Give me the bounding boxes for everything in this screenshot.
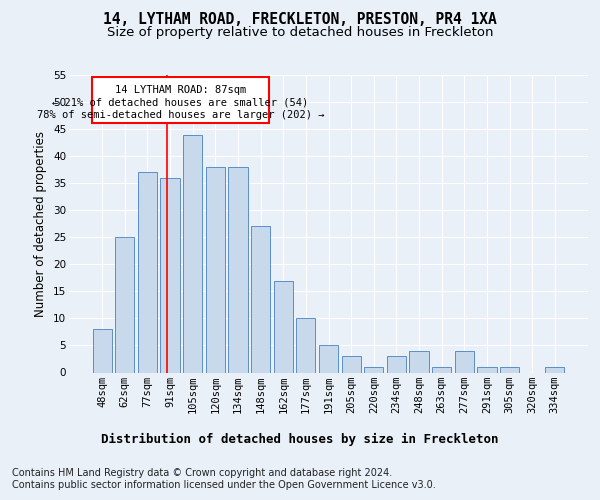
Bar — [319, 346, 338, 372]
Text: 14 LYTHAM ROAD: 87sqm: 14 LYTHAM ROAD: 87sqm — [115, 84, 246, 94]
FancyBboxPatch shape — [92, 76, 269, 122]
Bar — [477, 367, 497, 372]
Text: Contains HM Land Registry data © Crown copyright and database right 2024.: Contains HM Land Registry data © Crown c… — [12, 468, 392, 477]
Bar — [500, 367, 519, 372]
Bar — [138, 172, 157, 372]
Bar — [183, 134, 202, 372]
Bar — [160, 178, 180, 372]
Text: Contains public sector information licensed under the Open Government Licence v3: Contains public sector information licen… — [12, 480, 436, 490]
Text: Distribution of detached houses by size in Freckleton: Distribution of detached houses by size … — [101, 432, 499, 446]
Bar — [432, 367, 451, 372]
Bar — [364, 367, 383, 372]
Bar — [274, 280, 293, 372]
Bar — [229, 167, 248, 372]
Bar — [455, 351, 474, 372]
Bar — [251, 226, 270, 372]
Bar — [296, 318, 316, 372]
Bar — [341, 356, 361, 372]
Bar — [92, 329, 112, 372]
Text: Size of property relative to detached houses in Freckleton: Size of property relative to detached ho… — [107, 26, 493, 39]
Bar — [206, 167, 225, 372]
Text: 78% of semi-detached houses are larger (202) →: 78% of semi-detached houses are larger (… — [37, 110, 324, 120]
Bar — [409, 351, 428, 372]
Y-axis label: Number of detached properties: Number of detached properties — [34, 130, 47, 317]
Bar — [387, 356, 406, 372]
Bar — [545, 367, 565, 372]
Text: ← 21% of detached houses are smaller (54): ← 21% of detached houses are smaller (54… — [52, 97, 308, 107]
Text: 14, LYTHAM ROAD, FRECKLETON, PRESTON, PR4 1XA: 14, LYTHAM ROAD, FRECKLETON, PRESTON, PR… — [103, 12, 497, 28]
Bar — [115, 238, 134, 372]
